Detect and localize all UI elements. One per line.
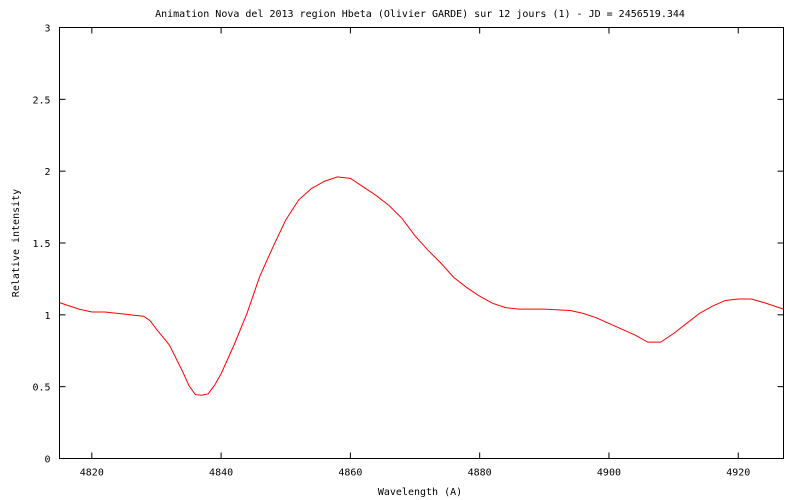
x-axis-label: Wavelength (A) <box>378 487 462 498</box>
y-tick-label: 3 <box>44 24 50 35</box>
x-tick-label: 4880 <box>468 468 492 479</box>
y-axis-label: Relative intensity <box>11 189 22 297</box>
x-tick-label: 4860 <box>338 468 362 479</box>
y-tick-label: 2 <box>44 167 50 178</box>
x-tick-label: 4900 <box>597 468 621 479</box>
y-tick-label: 1 <box>44 311 50 322</box>
spectrum-line <box>59 176 784 396</box>
y-tick-label: 1.5 <box>32 239 50 250</box>
chart-title: Animation Nova del 2013 region Hbeta (Ol… <box>155 9 685 20</box>
y-tick-label: 2.5 <box>32 95 50 106</box>
x-tick-label: 4840 <box>209 468 233 479</box>
x-tick-label: 4920 <box>726 468 750 479</box>
y-tick-label: 0.5 <box>32 383 50 394</box>
y-tick-label: 0 <box>44 455 50 466</box>
x-tick-label: 4820 <box>80 468 104 479</box>
